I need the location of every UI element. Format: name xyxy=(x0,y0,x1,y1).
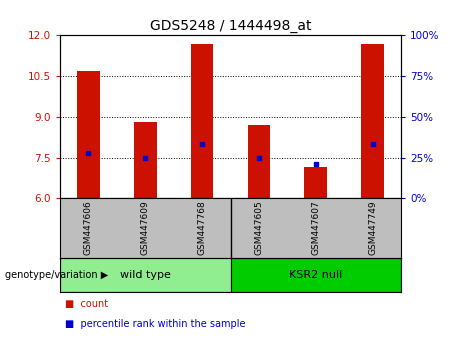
Text: GSM447749: GSM447749 xyxy=(368,200,377,255)
Bar xyxy=(134,122,157,198)
Text: ■  count: ■ count xyxy=(65,299,108,309)
Text: GSM447768: GSM447768 xyxy=(198,200,207,255)
Bar xyxy=(304,167,327,198)
Text: GSM447605: GSM447605 xyxy=(254,200,263,255)
Bar xyxy=(77,71,100,198)
Text: genotype/variation ▶: genotype/variation ▶ xyxy=(5,270,108,280)
Text: wild type: wild type xyxy=(120,270,171,280)
Text: ■  percentile rank within the sample: ■ percentile rank within the sample xyxy=(65,319,245,329)
Bar xyxy=(191,44,213,198)
Bar xyxy=(60,258,230,292)
Text: GSM447607: GSM447607 xyxy=(311,200,320,255)
Text: KSR2 null: KSR2 null xyxy=(289,270,343,280)
Bar xyxy=(230,258,401,292)
Bar xyxy=(248,125,270,198)
Bar xyxy=(361,44,384,198)
Title: GDS5248 / 1444498_at: GDS5248 / 1444498_at xyxy=(150,19,311,33)
Text: GSM447609: GSM447609 xyxy=(141,200,150,255)
Text: GSM447606: GSM447606 xyxy=(84,200,93,255)
